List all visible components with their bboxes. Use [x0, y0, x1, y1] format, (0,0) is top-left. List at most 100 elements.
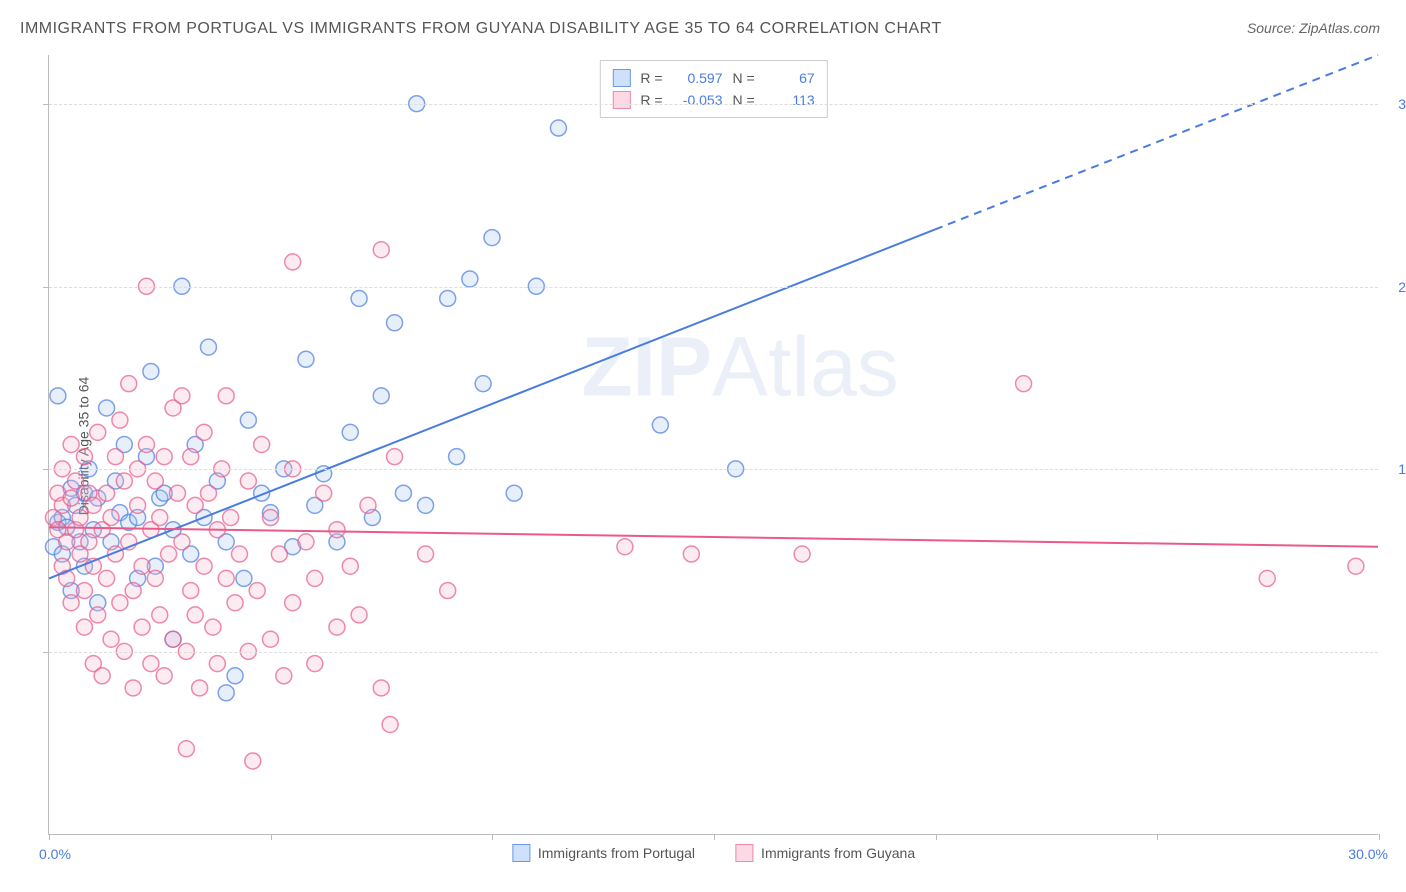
n-label: N = [733, 92, 755, 108]
data-point-guyana [161, 546, 177, 562]
data-point-guyana [263, 631, 279, 647]
chart-title: IMMIGRANTS FROM PORTUGAL VS IMMIGRANTS F… [20, 20, 942, 38]
data-point-guyana [200, 485, 216, 501]
data-point-guyana [178, 741, 194, 757]
data-point-guyana [373, 680, 389, 696]
data-point-guyana [103, 631, 119, 647]
data-point-guyana [263, 510, 279, 526]
data-point-guyana [223, 510, 239, 526]
data-point-portugal [99, 400, 115, 416]
r-value: -0.053 [673, 92, 723, 108]
gridline [49, 287, 1378, 288]
data-point-guyana [174, 388, 190, 404]
data-point-portugal [351, 290, 367, 306]
y-tick-mark [43, 652, 49, 653]
data-point-guyana [440, 583, 456, 599]
x-tick-min: 0.0% [39, 846, 71, 862]
x-tick-mark [714, 834, 715, 840]
swatch-guyana [735, 844, 753, 862]
data-point-portugal [200, 339, 216, 355]
data-point-guyana [1348, 558, 1364, 574]
y-tick-label: 30.0% [1383, 96, 1406, 112]
data-point-guyana [187, 607, 203, 623]
data-point-portugal [440, 290, 456, 306]
data-point-guyana [169, 485, 185, 501]
data-point-guyana [271, 546, 287, 562]
data-point-portugal [143, 363, 159, 379]
data-point-guyana [112, 595, 128, 611]
data-point-portugal [240, 412, 256, 428]
data-point-guyana [94, 668, 110, 684]
data-point-guyana [192, 680, 208, 696]
data-point-guyana [165, 631, 181, 647]
data-point-guyana [156, 668, 172, 684]
data-point-guyana [90, 607, 106, 623]
data-point-guyana [81, 534, 97, 550]
trend-line-guyana [49, 527, 1378, 546]
r-label: R = [640, 92, 662, 108]
data-point-guyana [276, 668, 292, 684]
data-point-portugal [227, 668, 243, 684]
y-tick-mark [43, 104, 49, 105]
x-tick-mark [492, 834, 493, 840]
data-point-guyana [134, 619, 150, 635]
data-point-portugal [50, 388, 66, 404]
data-point-guyana [76, 619, 92, 635]
data-point-guyana [116, 473, 132, 489]
scatter-svg [49, 55, 1378, 834]
swatch-portugal [612, 69, 630, 87]
data-point-guyana [90, 424, 106, 440]
y-tick-label: 7.5% [1383, 644, 1406, 660]
trend-line-dashed-portugal [935, 55, 1378, 229]
data-point-portugal [218, 685, 234, 701]
y-tick-label: 22.5% [1383, 279, 1406, 295]
legend-item-guyana: Immigrants from Guyana [735, 844, 915, 862]
gridline [49, 652, 1378, 653]
stats-legend: R =0.597N =67R =-0.053N =113 [599, 60, 827, 118]
data-point-guyana [382, 716, 398, 732]
data-point-guyana [152, 510, 168, 526]
data-point-guyana [76, 583, 92, 599]
data-point-guyana [227, 595, 243, 611]
y-tick-mark [43, 469, 49, 470]
n-label: N = [733, 70, 755, 86]
data-point-guyana [329, 522, 345, 538]
data-point-portugal [449, 449, 465, 465]
data-point-portugal [550, 120, 566, 136]
data-point-guyana [121, 376, 137, 392]
data-point-guyana [218, 570, 234, 586]
data-point-guyana [174, 534, 190, 550]
data-point-guyana [342, 558, 358, 574]
stats-row-guyana: R =-0.053N =113 [612, 89, 814, 111]
data-point-guyana [254, 437, 270, 453]
data-point-guyana [103, 510, 119, 526]
data-point-guyana [134, 558, 150, 574]
swatch-portugal [512, 844, 530, 862]
data-point-guyana [617, 539, 633, 555]
data-point-guyana [231, 546, 247, 562]
data-point-guyana [85, 497, 101, 513]
data-point-guyana [373, 242, 389, 258]
data-point-guyana [107, 449, 123, 465]
data-point-guyana [125, 583, 141, 599]
data-point-guyana [138, 437, 154, 453]
data-point-guyana [285, 254, 301, 270]
data-point-guyana [307, 570, 323, 586]
data-point-guyana [307, 656, 323, 672]
data-point-portugal [652, 417, 668, 433]
data-point-guyana [99, 485, 115, 501]
data-point-portugal [506, 485, 522, 501]
data-point-guyana [187, 497, 203, 513]
y-tick-mark [43, 287, 49, 288]
gridline [49, 104, 1378, 105]
data-point-guyana [1016, 376, 1032, 392]
data-point-guyana [1259, 570, 1275, 586]
data-point-guyana [387, 449, 403, 465]
data-point-guyana [130, 497, 146, 513]
data-point-portugal [475, 376, 491, 392]
data-point-guyana [76, 449, 92, 465]
source-attribution: Source: ZipAtlas.com [1247, 20, 1380, 36]
data-point-guyana [683, 546, 699, 562]
data-point-portugal [236, 570, 252, 586]
data-point-portugal [418, 497, 434, 513]
